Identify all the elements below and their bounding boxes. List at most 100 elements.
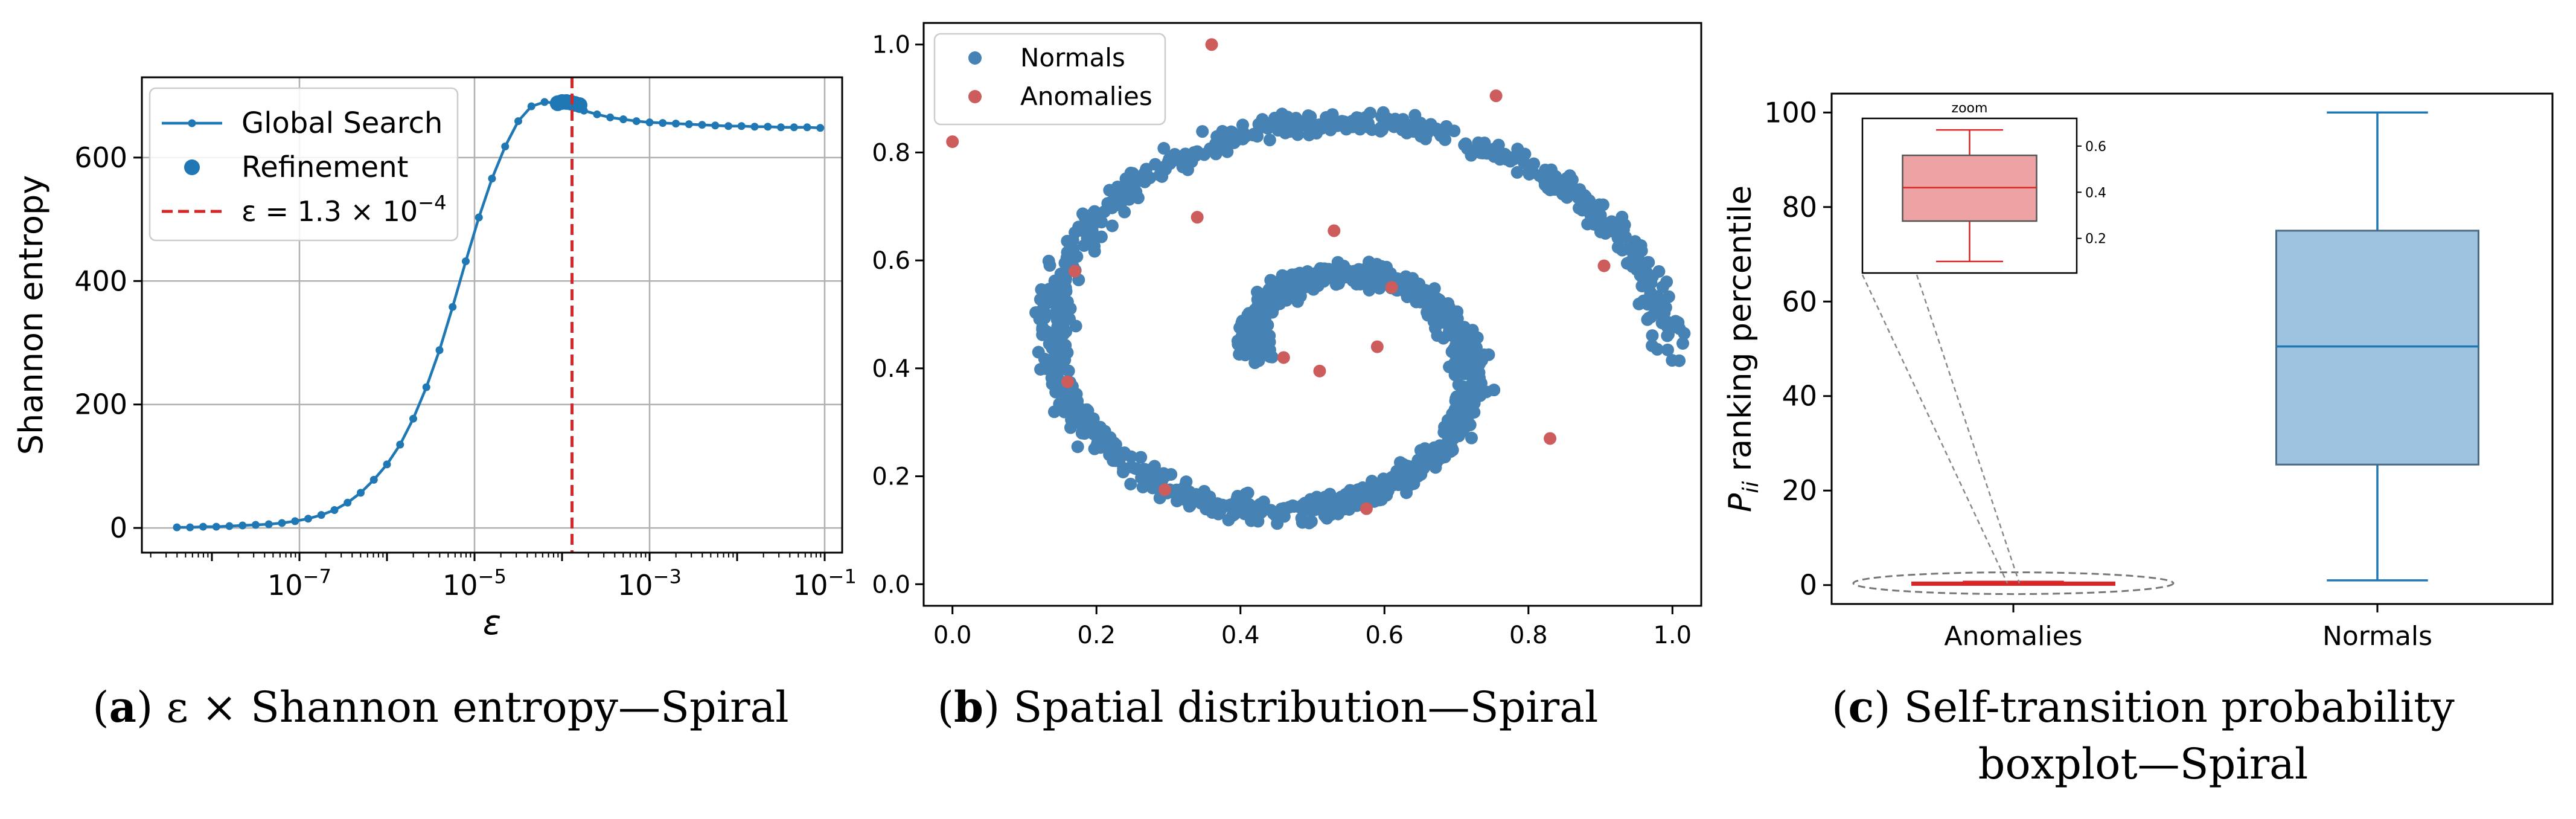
b-ytick-label-0: 0.0 — [872, 571, 910, 599]
b-normal-point — [1039, 328, 1052, 341]
a-global-search-point — [803, 123, 811, 132]
b-normal-point — [1356, 265, 1369, 278]
b-normal-point — [1458, 138, 1471, 152]
a-global-search-point — [199, 522, 207, 531]
b-normal-point — [1656, 280, 1669, 294]
a-global-search-point — [278, 519, 286, 527]
b-normal-point — [1118, 205, 1131, 219]
panel-c-boxplot: 0 20 40 60 80 100 Anomalies Normals zoom 0.2 0.4 0.… — [1722, 92, 2554, 652]
b-normal-point — [1385, 471, 1399, 484]
b-normal-point — [1277, 283, 1290, 297]
a-global-search-point — [488, 175, 496, 183]
b-normal-point — [1381, 112, 1395, 126]
caption-b-letter: b — [953, 682, 983, 732]
b-normal-point — [1276, 269, 1289, 282]
b-normal-point — [1059, 339, 1072, 352]
c-ylabel-sub: ii — [1739, 481, 1763, 493]
c-inset-ytick-label-1: 0.4 — [2085, 185, 2106, 201]
b-normal-point — [1661, 320, 1674, 333]
c-inset-ytick-label-2: 0.6 — [2085, 140, 2106, 155]
a-global-search-point — [514, 117, 522, 126]
b-normal-point — [1644, 287, 1657, 301]
a-global-search-point — [645, 118, 654, 127]
b-normal-point — [1048, 274, 1061, 287]
a-legend-label-epsilon-base: ε = 1.3 × 10 — [241, 195, 418, 228]
b-normal-point — [1676, 337, 1689, 350]
b-normal-point — [1081, 231, 1094, 245]
b-normal-point — [1233, 348, 1246, 361]
a-ytick-label-0: 0 — [110, 512, 127, 544]
b-normal-point — [1170, 483, 1183, 496]
b-normal-point — [1218, 135, 1231, 148]
b-normal-point — [1311, 123, 1325, 136]
b-normal-point — [1035, 283, 1048, 296]
b-normal-point — [1428, 282, 1441, 295]
b-normal-point — [1634, 239, 1648, 252]
c-zoom-ellipse — [1852, 571, 2175, 596]
a-xtick-label-2-base: 10 — [618, 569, 653, 602]
a-global-search-point — [238, 521, 247, 530]
caption-c: (c) Self-transition probability boxplot—… — [1832, 682, 2455, 789]
b-normal-point — [1489, 146, 1502, 159]
b-normal-point — [1072, 220, 1085, 234]
a-ytick-label-3: 600 — [74, 141, 127, 174]
caption-a: (a) ε × Shannon entropy—Spiral — [92, 682, 789, 732]
a-ylabel: Shannon entropy — [12, 175, 50, 455]
b-normal-point — [1301, 265, 1314, 278]
a-legend-marker-global — [188, 119, 196, 127]
b-normal-point — [1101, 442, 1114, 455]
b-normal-point — [1626, 260, 1639, 273]
b-anomaly-point-5 — [1328, 224, 1341, 237]
b-anomaly-point-2 — [1489, 89, 1503, 103]
a-global-search-point — [711, 121, 720, 130]
c-ytick-label-1: 20 — [1782, 474, 1817, 507]
a-global-search-point — [344, 498, 352, 507]
b-xtick-label-3: 0.6 — [1365, 621, 1404, 649]
panel-b-scatter-plot: 0.0 0.2 0.4 0.6 0.8 1.0 0.0 0.2 0.4 0.6 0.8 1.0 Norm… — [872, 22, 1702, 649]
a-global-search-point — [449, 303, 457, 311]
b-normal-point — [1654, 300, 1667, 313]
b-normal-point — [1661, 343, 1674, 356]
a-global-search-point — [540, 98, 549, 106]
b-normal-point — [1263, 133, 1276, 147]
caption-a-letter: a — [109, 682, 136, 732]
a-xlabel: ε — [483, 603, 501, 643]
b-normal-point — [1296, 498, 1309, 512]
b-normal-point — [1466, 372, 1480, 385]
a-global-search-point — [790, 123, 798, 132]
a-global-search-point — [422, 383, 430, 391]
a-global-search-point — [435, 346, 444, 355]
b-anomaly-point-3 — [1597, 259, 1611, 272]
a-global-search-point — [186, 523, 194, 532]
b-normal-point — [1042, 362, 1055, 375]
b-normal-point — [1488, 384, 1501, 397]
b-normal-point — [1078, 427, 1091, 440]
b-normal-point — [1646, 329, 1659, 342]
caption-b: (b) Spatial distribution—Spiral — [937, 682, 1599, 732]
b-normal-point — [1323, 111, 1336, 124]
c-zoom-inset: zoom 0.2 0.4 0.6 — [1861, 101, 2106, 274]
c-zoom-connector-left — [1861, 274, 2009, 584]
b-normal-point — [1642, 274, 1655, 287]
a-legend-box — [149, 87, 459, 242]
a-global-search-point — [685, 120, 693, 129]
b-ytick-label-1: 0.2 — [872, 463, 910, 491]
b-normal-point — [1050, 313, 1064, 327]
b-normal-point — [1064, 421, 1077, 434]
c-ytick-label-0: 0 — [1800, 569, 1817, 602]
b-normal-point — [1449, 349, 1463, 362]
b-normal-point — [1449, 427, 1462, 440]
b-normal-point — [1370, 280, 1383, 293]
b-normal-point — [1063, 312, 1076, 326]
b-normal-point — [1540, 167, 1553, 180]
a-global-search-point — [304, 515, 312, 523]
b-normal-point — [1054, 298, 1067, 311]
caption-b-text: Spatial distribution—Spiral — [1000, 682, 1599, 732]
a-global-search-point — [764, 123, 772, 131]
a-global-search-point — [317, 511, 325, 519]
b-ytick-label-4: 0.8 — [872, 139, 910, 167]
a-xtick-label-1: 10−5 — [443, 565, 507, 602]
a-global-search-point — [527, 102, 535, 111]
b-normal-point — [1250, 286, 1264, 299]
b-anomaly-point-0 — [946, 135, 959, 149]
